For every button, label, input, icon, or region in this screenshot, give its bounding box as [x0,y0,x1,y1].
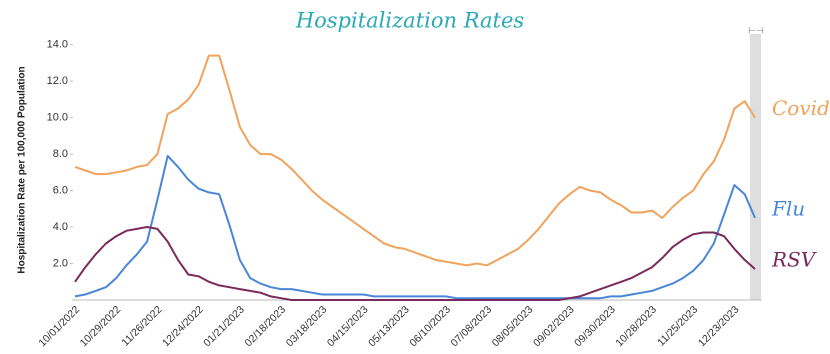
x-tick-label: 10/01/2022 [36,303,82,349]
x-tick-label: 10/28/2023 [613,303,659,349]
y-tick-label: 4.0 [53,221,68,233]
series-line [74,154,756,300]
y-tick-label: 2.0 [53,257,68,269]
series-label: RSV [771,247,818,271]
x-tick-label: 08/05/2023 [490,303,536,349]
y-tick-label: 6.0 [53,184,68,196]
series-line [74,54,756,267]
series-label: Covid [772,96,830,120]
x-tick-label: 09/30/2023 [572,303,618,349]
y-tick-label: 8.0 [53,148,68,160]
x-tick-label: 06/10/2023 [407,303,453,349]
series-label: Flu [771,196,805,220]
y-tick-label: 10.0 [47,112,68,124]
highlight-band [750,34,761,300]
series-line [74,226,756,301]
x-tick-label: 12/24/2022 [160,303,206,349]
x-tick-label: 01/21/2023 [201,303,247,349]
chart-title: Hospitalization Rates [295,9,525,33]
x-tick-label: 11/26/2022 [119,303,164,348]
x-tick-label: 11/25/2023 [655,303,700,348]
band-marker: ⊢⊣ [748,25,764,35]
y-tick-label: 12.0 [47,75,68,87]
x-tick-label: 05/13/2023 [366,303,412,349]
x-tick-label: 02/18/2023 [242,303,288,349]
x-tick-label: 07/08/2023 [449,303,495,349]
x-tick-label: 10/29/2022 [78,303,124,349]
y-tick-label: 14.0 [47,39,68,51]
x-tick-label: 12/23/2023 [696,303,742,349]
x-tick-label: 04/15/2023 [325,303,371,349]
x-tick-label: 03/18/2023 [284,303,330,349]
x-tick-label: 09/02/2023 [531,303,577,349]
y-axis-label: Hospitalization Rate per 100,000 Populat… [17,66,28,273]
